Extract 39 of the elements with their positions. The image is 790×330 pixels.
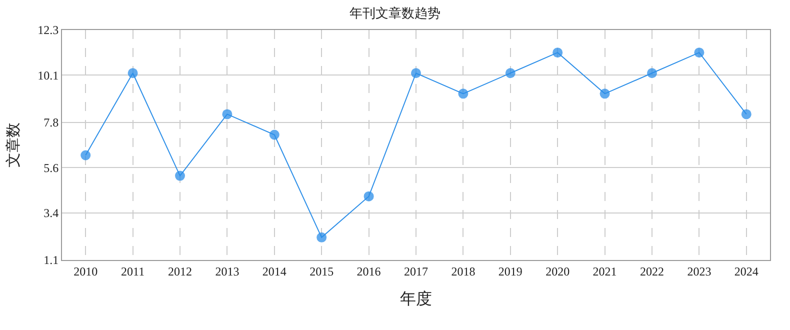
y-tick-label: 12.3	[38, 23, 59, 38]
x-tick-label: 2020	[546, 264, 570, 278]
x-tick-label: 2012	[168, 264, 192, 278]
point	[694, 48, 704, 58]
point	[741, 109, 752, 120]
x-tick-label: 2019	[498, 264, 522, 278]
y-tick-label: 3.4	[44, 206, 59, 220]
x-tick-label: 2021	[592, 264, 617, 278]
x-tick-label: 2013	[215, 264, 240, 278]
point	[364, 191, 374, 202]
x-tick-label: 2014	[262, 264, 286, 278]
x-axis-title: 年度	[400, 290, 432, 308]
point	[552, 48, 563, 58]
point	[175, 170, 185, 181]
chart-title: 年刊文章数趋势	[350, 5, 440, 20]
point	[222, 109, 232, 120]
point	[128, 68, 138, 78]
y-tick-label: 5.6	[44, 160, 59, 175]
x-tick-label: 2010	[74, 264, 98, 278]
x-tick-label: 2015	[310, 264, 334, 278]
point	[80, 150, 91, 160]
y-tick-label: 10.1	[38, 68, 59, 82]
point	[600, 88, 610, 99]
x-tick-label: 2024	[734, 264, 758, 278]
point	[269, 130, 280, 140]
point	[411, 68, 421, 78]
y-tick-label: 1.1	[44, 253, 59, 268]
point	[316, 232, 327, 242]
x-tick-label: 2018	[451, 264, 476, 278]
point	[647, 68, 657, 78]
point	[505, 68, 516, 78]
x-tick-label: 2016	[356, 264, 381, 278]
y-axis-title: 文章数	[4, 122, 22, 168]
x-tick-label: 2017	[404, 264, 428, 278]
x-tick-label: 2023	[687, 264, 712, 278]
x-tick-label: 2011	[121, 264, 145, 278]
x-tick-label: 2022	[640, 264, 664, 278]
point	[458, 88, 468, 99]
y-tick-label: 7.8	[44, 116, 59, 130]
